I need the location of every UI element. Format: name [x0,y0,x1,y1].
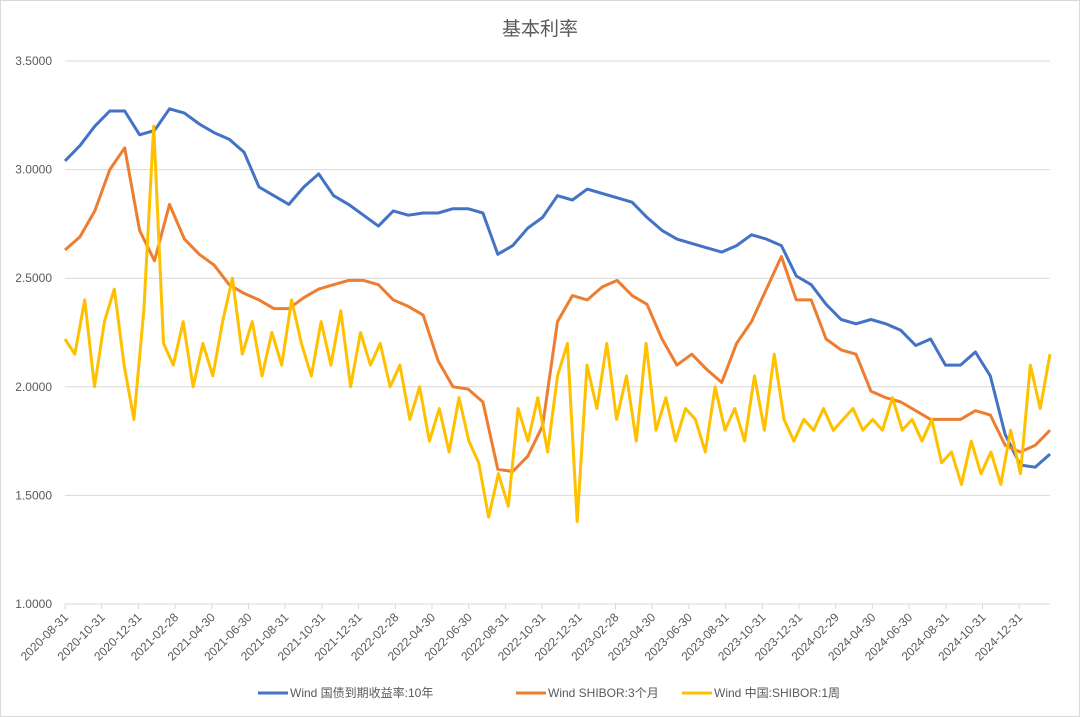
legend-item-1: Wind SHIBOR:3个月 [516,686,659,700]
legend-item-2: Wind 中国:SHIBOR:1周 [682,685,840,700]
y-tick-label: 2.5000 [15,271,52,285]
legend-label: Wind 中国:SHIBOR:1周 [714,685,840,700]
legend-label: Wind 国债到期收益率:10年 [290,685,433,700]
series-line-2 [63,124,1052,523]
legend-item-0: Wind 国债到期收益率:10年 [258,685,433,700]
x-axis: 2020-08-312020-10-312020-12-312021-02-28… [18,604,1026,664]
y-tick-label: 2.0000 [15,380,52,394]
y-tick-label: 1.5000 [15,488,52,502]
legend-label: Wind SHIBOR:3个月 [548,686,659,700]
series-lines [63,107,1052,523]
chart-title: 基本利率 [502,18,578,40]
y-axis: 1.0000 1.5000 2.0000 2.5000 3.0000 3.5000 [15,54,52,611]
y-tick-label: 3.5000 [15,54,52,68]
y-tick-label: 3.0000 [15,163,52,177]
legend: Wind 国债到期收益率:10年 Wind SHIBOR:3个月 Wind 中国:S… [258,685,840,700]
y-tick-label: 1.0000 [15,597,52,611]
series-line-0 [63,107,1051,469]
gridlines [65,60,1050,605]
series-line-1 [64,146,1052,473]
